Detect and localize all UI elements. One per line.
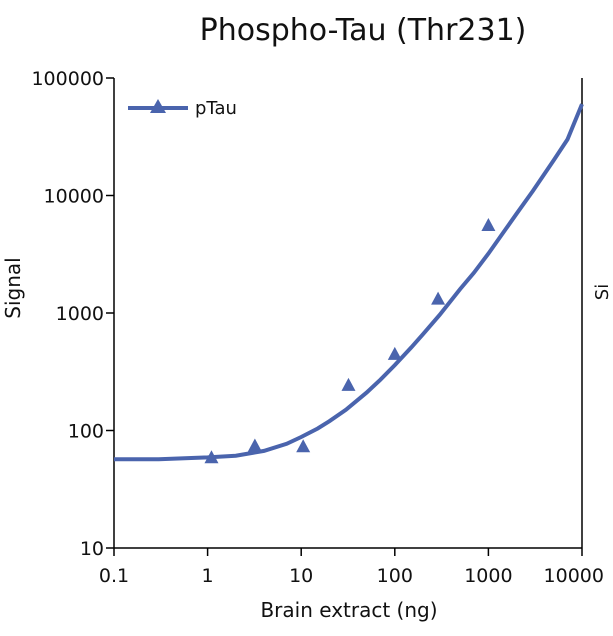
plot-frame (113, 78, 583, 549)
x-tick-label: 0.1 (99, 565, 129, 587)
x-tick-label: 1 (202, 565, 214, 587)
data-point-triangle (296, 439, 311, 453)
data-point-triangle (204, 450, 219, 464)
x-tick-label: 1000 (464, 565, 512, 587)
data-point-triangle (247, 438, 262, 452)
x-axis-ticks: 0.1 1 10 100 1000 10000 (99, 548, 604, 587)
fit-curve (114, 103, 584, 462)
legend-triangle-marker (150, 99, 166, 113)
chart-title: Phospho-Tau (Thr231) (200, 13, 527, 48)
y-tick-label: 10000 (44, 186, 104, 208)
x-tick-label: 10000 (544, 565, 604, 587)
data-point-triangle (387, 346, 402, 360)
data-point-triangle (341, 377, 356, 391)
y-axis-ticks: 10 100 1000 10000 100000 (31, 68, 114, 560)
y-tick-label: 100 (68, 421, 104, 443)
data-points (204, 218, 496, 464)
data-point-triangle (481, 218, 496, 232)
legend: pTau (128, 98, 237, 119)
data-point-triangle (431, 291, 446, 305)
x-tick-label: 100 (377, 565, 413, 587)
y-tick-label: 100000 (31, 68, 104, 90)
clipped-neighbor-text: Si (592, 284, 613, 300)
x-axis-label: Brain extract (ng) (260, 598, 437, 622)
y-tick-label: 1000 (56, 303, 104, 325)
y-tick-label: 10 (80, 538, 104, 560)
x-tick-label: 10 (289, 565, 313, 587)
y-axis-label: Signal (1, 257, 25, 318)
legend-label: pTau (195, 98, 237, 119)
